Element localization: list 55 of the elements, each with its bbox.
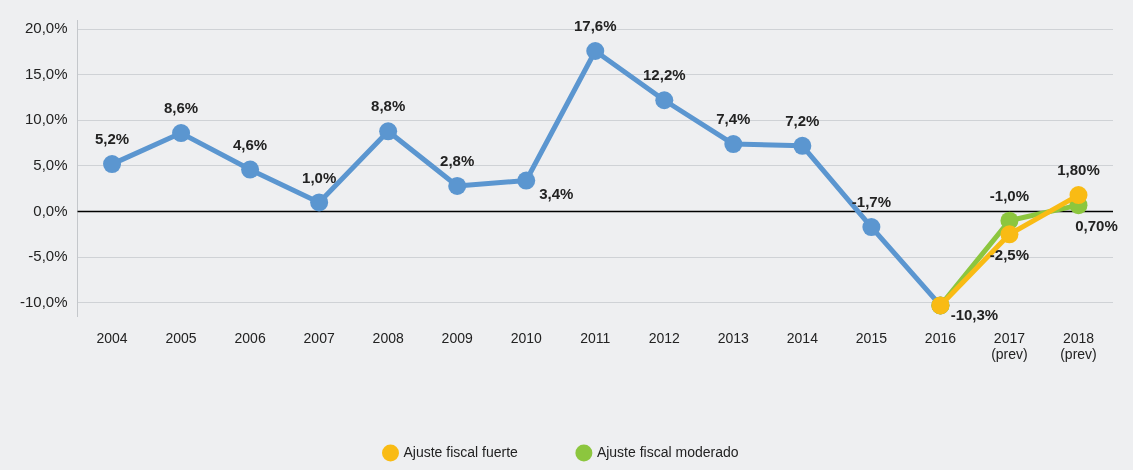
x-tick-label: 2010 bbox=[510, 329, 543, 346]
y-tick-label: 5,0% bbox=[33, 156, 68, 174]
y-tick-label: 20,0% bbox=[24, 19, 68, 37]
data-label: 0,70% bbox=[1075, 217, 1118, 235]
y-tick-label: -10,0% bbox=[20, 292, 68, 310]
point bbox=[517, 171, 536, 190]
point bbox=[724, 135, 743, 154]
data-label: 7,2% bbox=[785, 112, 820, 129]
y-tick-label: 15,0% bbox=[24, 64, 68, 82]
data-label: 17,6% bbox=[573, 17, 617, 35]
data-label: 1,0% bbox=[302, 168, 337, 186]
data-label: -10,3% bbox=[950, 305, 999, 323]
x-tick-label: 2018 (prev) bbox=[1060, 329, 1097, 363]
x-tick-label: 2006 bbox=[234, 329, 266, 346]
x-tick-label: 2009 bbox=[441, 329, 473, 346]
point bbox=[448, 176, 467, 195]
data-label: 8,8% bbox=[371, 97, 406, 115]
x-tick-label: 2013 bbox=[717, 329, 750, 346]
x-tick-label: 2004 bbox=[96, 329, 128, 346]
data-label: -1,7% bbox=[851, 193, 891, 211]
data-label: 1,80% bbox=[1057, 161, 1100, 179]
point bbox=[1069, 186, 1088, 205]
data-label: 5,2% bbox=[94, 130, 130, 148]
point bbox=[310, 193, 329, 212]
x-tick-label: 2008 bbox=[372, 329, 404, 346]
data-label: 7,4% bbox=[716, 110, 751, 128]
y-tick-label: 0,0% bbox=[33, 201, 68, 219]
point bbox=[172, 124, 191, 143]
x-tick-label: 2016 bbox=[924, 329, 957, 346]
data-label: -2,5% bbox=[989, 246, 1030, 264]
data-label: 12,2% bbox=[643, 66, 686, 84]
point bbox=[379, 122, 398, 141]
y-tick-label: 10,0% bbox=[24, 110, 68, 128]
x-tick-label: 2007 bbox=[303, 329, 335, 346]
point bbox=[241, 160, 260, 179]
x-tick-label: 2014 bbox=[786, 329, 819, 346]
data-label: 3,4% bbox=[539, 184, 574, 202]
legend-label: Ajuste fiscal fuerte bbox=[403, 443, 519, 460]
data-label: -1,0% bbox=[989, 186, 1030, 204]
x-tick-label: 2015 bbox=[855, 329, 888, 346]
legend-label: Ajuste fiscal moderado bbox=[596, 443, 739, 460]
point bbox=[655, 91, 674, 110]
point bbox=[586, 42, 605, 61]
y-tick-label: -5,0% bbox=[28, 247, 68, 265]
point bbox=[793, 136, 812, 155]
data-label: 8,6% bbox=[163, 99, 199, 117]
data-label: 2,8% bbox=[440, 152, 475, 170]
x-tick-label: 2011 bbox=[580, 329, 611, 346]
point bbox=[1000, 225, 1019, 244]
x-tick-label: 2012 bbox=[648, 329, 681, 346]
point bbox=[862, 218, 881, 237]
x-tick-label: 2005 bbox=[165, 329, 197, 346]
x-tick-label: 2017 (prev) bbox=[991, 329, 1028, 363]
data-label: 4,6% bbox=[233, 135, 268, 153]
point bbox=[103, 155, 122, 174]
